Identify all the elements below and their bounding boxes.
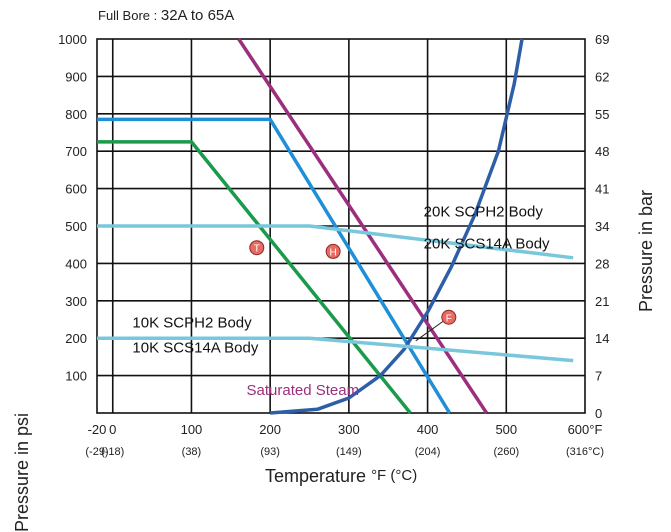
y-axis-label-left: Pressure in psi bbox=[12, 412, 32, 532]
x-tick-label: 500 bbox=[495, 422, 517, 437]
marker-circle bbox=[441, 309, 457, 325]
y2-tick-label: 41 bbox=[595, 182, 609, 197]
y-tick-label: 300 bbox=[65, 294, 87, 309]
marker-circle bbox=[325, 243, 341, 259]
y-tick-label: 900 bbox=[65, 69, 87, 84]
x-tick-sublabel: (38) bbox=[182, 446, 202, 458]
chart-title-range: 32A to 65A bbox=[160, 7, 235, 24]
series-line-6 bbox=[97, 336, 574, 363]
y-tick-label: 200 bbox=[65, 331, 87, 346]
y2-tick-label: 14 bbox=[595, 331, 609, 346]
y2-tick-label: 28 bbox=[595, 256, 609, 271]
series-line-2 bbox=[97, 117, 452, 414]
x-tick-label: 300 bbox=[338, 422, 360, 437]
x-tick-sublabel: (-29) bbox=[85, 446, 108, 458]
y2-tick-label: 69 bbox=[595, 32, 609, 47]
x-tick-sublabel: (260) bbox=[493, 446, 519, 458]
y2-tick-label: 55 bbox=[595, 107, 609, 122]
x-tick-label: 600°F bbox=[568, 422, 603, 437]
y2-tick-label: 21 bbox=[595, 294, 609, 309]
x-tick-label: -20 bbox=[88, 422, 107, 437]
chart-title-label: Full Bore : bbox=[98, 8, 161, 23]
y-tick-label: 400 bbox=[65, 256, 87, 271]
series-line-1 bbox=[97, 140, 412, 415]
x-axis-label-text: Temperature bbox=[265, 466, 372, 486]
marker-label: H bbox=[330, 247, 337, 258]
y2-tick-label: 0 bbox=[595, 406, 602, 421]
x-axis-unit: °F (°C) bbox=[371, 467, 418, 484]
y-tick-label: 800 bbox=[65, 107, 87, 122]
annotation-label: 10K SCPH2 Body bbox=[132, 315, 252, 332]
annotation-label: 20K SCS14A Body bbox=[424, 235, 550, 252]
y-tick-label: 600 bbox=[65, 182, 87, 197]
x-tick-sublabel: (93) bbox=[260, 446, 280, 458]
marker-label: F bbox=[446, 313, 452, 324]
annotation-label: 10K SCS14A Body bbox=[132, 339, 258, 356]
x-tick-label: 0 bbox=[109, 422, 116, 437]
y2-tick-label: 62 bbox=[595, 69, 609, 84]
marker-label: T bbox=[254, 244, 260, 255]
series-line-5 bbox=[97, 224, 574, 260]
y2-tick-label: 7 bbox=[595, 369, 602, 384]
x-tick-label: 200 bbox=[259, 422, 281, 437]
y-tick-label: 500 bbox=[65, 219, 87, 234]
x-tick-sublabel: (-18) bbox=[101, 446, 124, 458]
pressure-temperature-chart: 1002003004005006007008009001000071421283… bbox=[58, 32, 609, 458]
x-tick-label: 400 bbox=[417, 422, 439, 437]
annotation-label: Saturated Steam bbox=[247, 382, 360, 399]
x-tick-sublabel: (149) bbox=[336, 446, 362, 458]
x-axis-label: Temperature °F (°C) bbox=[265, 466, 417, 487]
y-tick-label: 100 bbox=[65, 369, 87, 384]
y-tick-label: 1000 bbox=[58, 32, 87, 47]
marker-circle bbox=[249, 240, 265, 256]
x-tick-sublabel: (204) bbox=[415, 446, 441, 458]
chart-title: Full Bore : 32A to 65A bbox=[98, 7, 234, 24]
y2-tick-label: 48 bbox=[595, 144, 609, 159]
y-tick-label: 700 bbox=[65, 144, 87, 159]
series-line-4 bbox=[270, 38, 524, 415]
x-tick-label: 100 bbox=[181, 422, 203, 437]
annotation-label: 20K SCPH2 Body bbox=[424, 204, 544, 221]
y2-tick-label: 34 bbox=[595, 219, 609, 234]
y-axis-label-right: Pressure in bar bbox=[636, 189, 656, 312]
x-tick-sublabel: (316°C) bbox=[566, 446, 604, 458]
